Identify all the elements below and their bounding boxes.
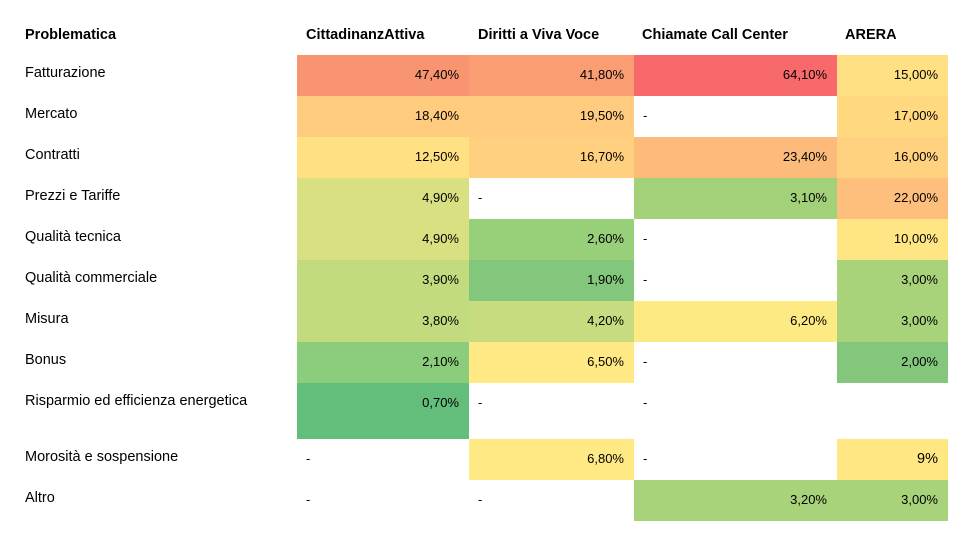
heatmap-cell <box>837 219 948 260</box>
cell-value: 2,10% <box>422 354 459 369</box>
cell-value: 2,60% <box>587 231 624 246</box>
cell-value: 3,00% <box>901 313 938 328</box>
heatmap-cell <box>297 96 469 137</box>
cell-value: 0,70% <box>422 395 459 410</box>
heatmap-cell <box>297 219 469 260</box>
cell-value: 4,20% <box>587 313 624 328</box>
cell-value: 6,80% <box>587 451 624 466</box>
row-label: Prezzi e Tariffe <box>25 188 121 204</box>
heatmap-cell <box>469 260 634 301</box>
cell-value: 16,00% <box>893 149 938 164</box>
heatmap-cell <box>469 439 634 480</box>
cell-value: 3,80% <box>422 313 459 328</box>
cell-value: 4,90% <box>422 231 459 246</box>
heatmap-cell <box>634 137 837 178</box>
cell-value: 15,00% <box>893 67 938 82</box>
cell-value: 6,20% <box>790 313 827 328</box>
heatmap-cell <box>469 137 634 178</box>
row-label: Bonus <box>25 352 67 368</box>
cell-value: 22,00% <box>893 190 938 205</box>
cell-value: 9% <box>917 451 938 467</box>
row-label: Fatturazione <box>25 65 106 81</box>
heatmap-cell <box>469 342 634 383</box>
heatmap-cell <box>297 260 469 301</box>
cell-value: 3,10% <box>790 190 827 205</box>
cell-value: - <box>643 272 648 287</box>
heatmap-cell <box>837 178 948 219</box>
cell-value: - <box>478 395 483 410</box>
heatmap-cell <box>634 178 837 219</box>
row-label: Mercato <box>25 106 78 122</box>
header-cittadinanzattiva: CittadinanzAttiva <box>306 27 425 43</box>
cell-value: - <box>306 492 311 507</box>
heatmap-cell <box>837 55 948 96</box>
header-chiamate-call-center: Chiamate Call Center <box>642 27 788 43</box>
heatmap-cell <box>469 301 634 342</box>
heatmap-cell <box>469 96 634 137</box>
heatmap-cell <box>837 301 948 342</box>
cell-value: 23,40% <box>782 149 827 164</box>
heatmap-cell <box>297 137 469 178</box>
cell-value: 18,40% <box>414 108 459 123</box>
row-label: Qualità commerciale <box>25 270 158 286</box>
cell-value: 10,00% <box>893 231 938 246</box>
heatmap-cell <box>837 260 948 301</box>
cell-value: - <box>643 108 648 123</box>
cell-value: - <box>643 354 648 369</box>
cell-value: 3,00% <box>901 272 938 287</box>
heatmap-cell <box>837 342 948 383</box>
header-diritti-a-viva-voce: Diritti a Viva Voce <box>478 27 600 43</box>
cell-value: - <box>643 231 648 246</box>
header-problematica: Problematica <box>25 27 117 43</box>
heatmap-cell <box>837 137 948 178</box>
row-label: Qualità tecnica <box>25 229 121 245</box>
cell-value: 64,10% <box>782 67 827 82</box>
heatmap-cell <box>837 480 948 521</box>
cell-value: - <box>306 451 311 466</box>
heatmap-cell <box>837 96 948 137</box>
cell-value: 12,50% <box>414 149 459 164</box>
heatmap-cell <box>297 178 469 219</box>
heatmap-cell <box>297 342 469 383</box>
row-label: Risparmio ed efficienza energetica <box>25 393 248 409</box>
row-label: Morosità e sospensione <box>25 449 179 465</box>
cell-value: 3,00% <box>901 492 938 507</box>
cell-value: - <box>478 492 483 507</box>
row-label: Altro <box>25 490 55 506</box>
cell-value: 6,50% <box>587 354 624 369</box>
cell-value: 3,20% <box>790 492 827 507</box>
heatmap-cell <box>634 301 837 342</box>
header-arera: ARERA <box>845 27 897 43</box>
cell-value: - <box>643 395 648 410</box>
heatmap-cell <box>469 55 634 96</box>
heatmap-cell <box>634 55 837 96</box>
cell-value: 2,00% <box>901 354 938 369</box>
heatmap-cell <box>469 219 634 260</box>
cell-value: 3,90% <box>422 272 459 287</box>
cell-value: - <box>478 190 483 205</box>
heatmap-cell <box>297 383 469 439</box>
heatmap-cell <box>634 480 837 521</box>
cell-value: 4,90% <box>422 190 459 205</box>
cell-value: 1,90% <box>587 272 624 287</box>
cell-value: 41,80% <box>579 67 624 82</box>
cell-value: 17,00% <box>893 108 938 123</box>
cell-value: 47,40% <box>414 67 459 82</box>
cell-value: 16,70% <box>579 149 624 164</box>
cell-value: - <box>643 451 648 466</box>
row-label: Misura <box>25 311 69 327</box>
heatmap-cell <box>297 301 469 342</box>
heatmap-cell <box>297 55 469 96</box>
row-label: Contratti <box>25 147 80 163</box>
cell-value: 19,50% <box>579 108 624 123</box>
heatmap-cell <box>837 439 948 480</box>
